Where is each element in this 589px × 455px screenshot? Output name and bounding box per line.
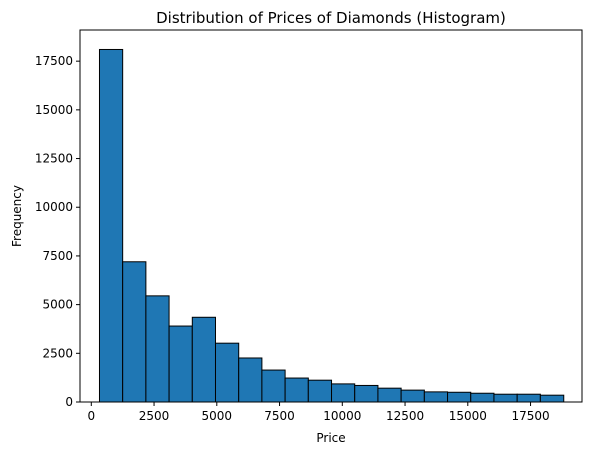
- bars-group: [98, 48, 565, 403]
- x-tick-label: 2500: [139, 409, 170, 423]
- histogram-bar: [470, 392, 495, 403]
- histogram-bar: [493, 393, 518, 403]
- y-tick-label: 12500: [35, 152, 73, 166]
- y-tick-label: 7500: [42, 249, 73, 263]
- y-tick-label: 10000: [35, 200, 73, 214]
- histogram-bar: [516, 393, 541, 403]
- x-tick-label: 12500: [386, 409, 424, 423]
- x-tick-label: 5000: [202, 409, 233, 423]
- plot-frame: [79, 29, 583, 403]
- histogram-bar: [122, 261, 147, 403]
- histogram-bar: [191, 316, 216, 403]
- chart-title: Distribution of Prices of Diamonds (Hist…: [156, 9, 506, 27]
- histogram-bar: [238, 357, 263, 403]
- x-tick-label: 0: [87, 409, 95, 423]
- x-tick-label: 7500: [264, 409, 295, 423]
- y-axis-ticks: 0 2500 5000 7500 10000 12500 15000 17500: [35, 54, 80, 409]
- x-axis-label: Price: [316, 431, 345, 445]
- histogram-bar: [377, 387, 402, 403]
- y-tick-label: 2500: [42, 346, 73, 360]
- x-axis-ticks: 0 2500 5000 7500 10000 12500 15000 17500: [87, 402, 550, 423]
- y-axis-label: Frequency: [10, 185, 24, 247]
- histogram-bar: [539, 394, 565, 403]
- y-tick-label: 15000: [35, 103, 73, 117]
- histogram-bar: [261, 369, 286, 403]
- histogram-bar: [145, 295, 170, 403]
- histogram-bar: [447, 391, 472, 403]
- histogram-bar: [423, 391, 449, 403]
- x-tick-label: 17500: [511, 409, 549, 423]
- histogram-bar: [400, 389, 425, 403]
- y-tick-label: 5000: [42, 298, 73, 312]
- y-tick-label: 0: [65, 395, 73, 409]
- x-tick-label: 10000: [323, 409, 361, 423]
- histogram-bar: [307, 379, 333, 403]
- histogram-bar: [354, 384, 379, 403]
- histogram-bar: [284, 377, 309, 403]
- histogram-bar: [168, 325, 193, 403]
- histogram-bar: [214, 342, 240, 403]
- histogram-bar: [331, 383, 356, 403]
- histogram-bar: [98, 48, 124, 403]
- y-tick-label: 17500: [35, 54, 73, 68]
- x-tick-label: 15000: [449, 409, 487, 423]
